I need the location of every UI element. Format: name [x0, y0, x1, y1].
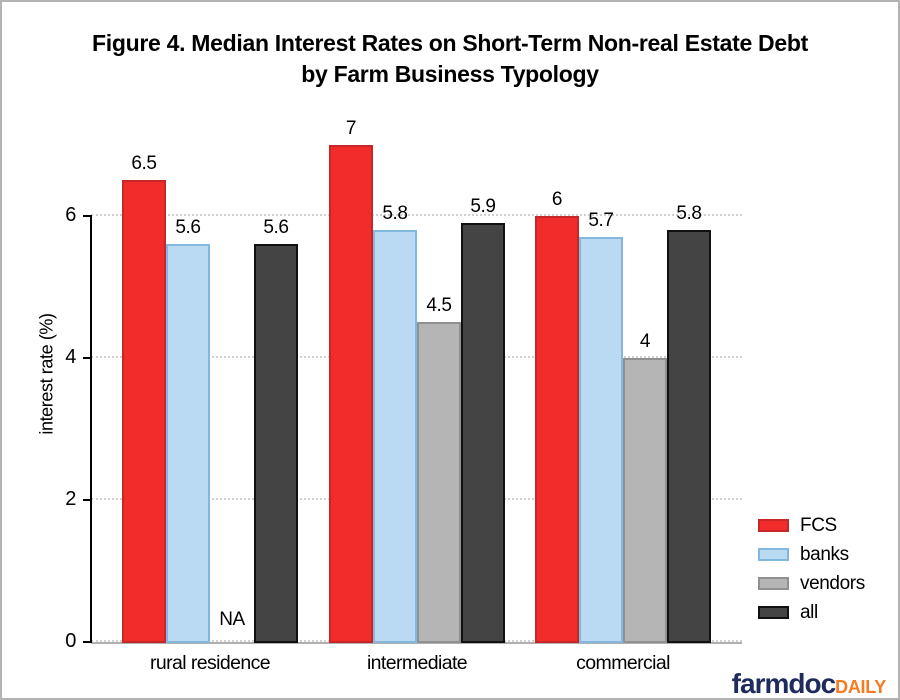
x-axis-line — [91, 642, 742, 644]
legend: FCS banks vendors all — [758, 515, 865, 635]
bar-value-label: 6.5 — [131, 153, 157, 174]
legend-swatch-all — [758, 606, 789, 619]
bar-banks-commercial — [579, 237, 623, 643]
legend-label-banks: banks — [800, 544, 849, 565]
bar-value-label: 5.6 — [175, 217, 201, 238]
logo-daily-text: DAILY — [835, 677, 886, 697]
legend-label-vendors: vendors — [800, 573, 865, 594]
legend-swatch-vendors — [758, 577, 789, 590]
chart-title: Figure 4. Median Interest Rates on Short… — [2, 28, 898, 90]
bar-all-commercial — [667, 230, 711, 643]
bar-all-intermediate — [461, 223, 505, 643]
legend-item-banks: banks — [758, 544, 865, 565]
y-tick-label-4: 4 — [65, 346, 76, 368]
legend-item-fcs: FCS — [758, 515, 865, 536]
bar-all-rural-residence — [254, 244, 298, 643]
chart-title-line2: by Farm Business Typology — [301, 61, 599, 87]
x-category-label-rural-residence: rural residence — [150, 652, 271, 674]
bar-banks-intermediate — [373, 230, 417, 643]
bar-fcs-commercial — [535, 216, 579, 643]
bar-vendors-commercial — [623, 358, 667, 643]
na-label-rural-residence: NA — [219, 609, 245, 630]
bar-value-label: 6 — [551, 189, 563, 210]
chart-title-line1: Figure 4. Median Interest Rates on Short… — [92, 30, 808, 56]
y-tick-label-6: 6 — [65, 204, 76, 226]
legend-swatch-fcs — [758, 519, 789, 532]
y-tick-2 — [83, 499, 90, 501]
bar-fcs-rural-residence — [122, 180, 166, 643]
y-tick-4 — [83, 357, 90, 359]
bar-value-label: 7 — [345, 118, 357, 139]
bar-banks-rural-residence — [166, 244, 210, 643]
bar-value-label: 5.9 — [470, 196, 496, 217]
y-tick-label-0: 0 — [65, 630, 76, 652]
bar-vendors-intermediate — [417, 322, 461, 643]
legend-item-all: all — [758, 602, 865, 623]
bar-value-label: 4 — [639, 331, 651, 352]
legend-item-vendors: vendors — [758, 573, 865, 594]
bar-value-label: 4.5 — [426, 295, 452, 316]
y-tick-0 — [83, 641, 90, 643]
y-tick-6 — [83, 215, 90, 217]
bar-fcs-intermediate — [329, 145, 373, 643]
bar-value-label: 5.6 — [263, 217, 289, 238]
legend-label-fcs: FCS — [800, 515, 837, 536]
bar-value-label: 5.8 — [382, 203, 408, 224]
y-axis-line — [90, 215, 92, 643]
bar-value-label: 5.8 — [676, 203, 702, 224]
gridline-6 — [91, 214, 742, 216]
legend-swatch-banks — [758, 548, 789, 561]
logo-farmdoc-text: farmdoc — [731, 668, 836, 699]
x-category-label-commercial: commercial — [576, 652, 670, 674]
bar-value-label: 5.7 — [588, 210, 614, 231]
y-tick-label-2: 2 — [65, 488, 76, 510]
legend-label-all: all — [800, 602, 818, 623]
x-category-label-intermediate: intermediate — [366, 652, 468, 674]
farmdoc-daily-logo: farmdocDAILY — [731, 668, 887, 699]
